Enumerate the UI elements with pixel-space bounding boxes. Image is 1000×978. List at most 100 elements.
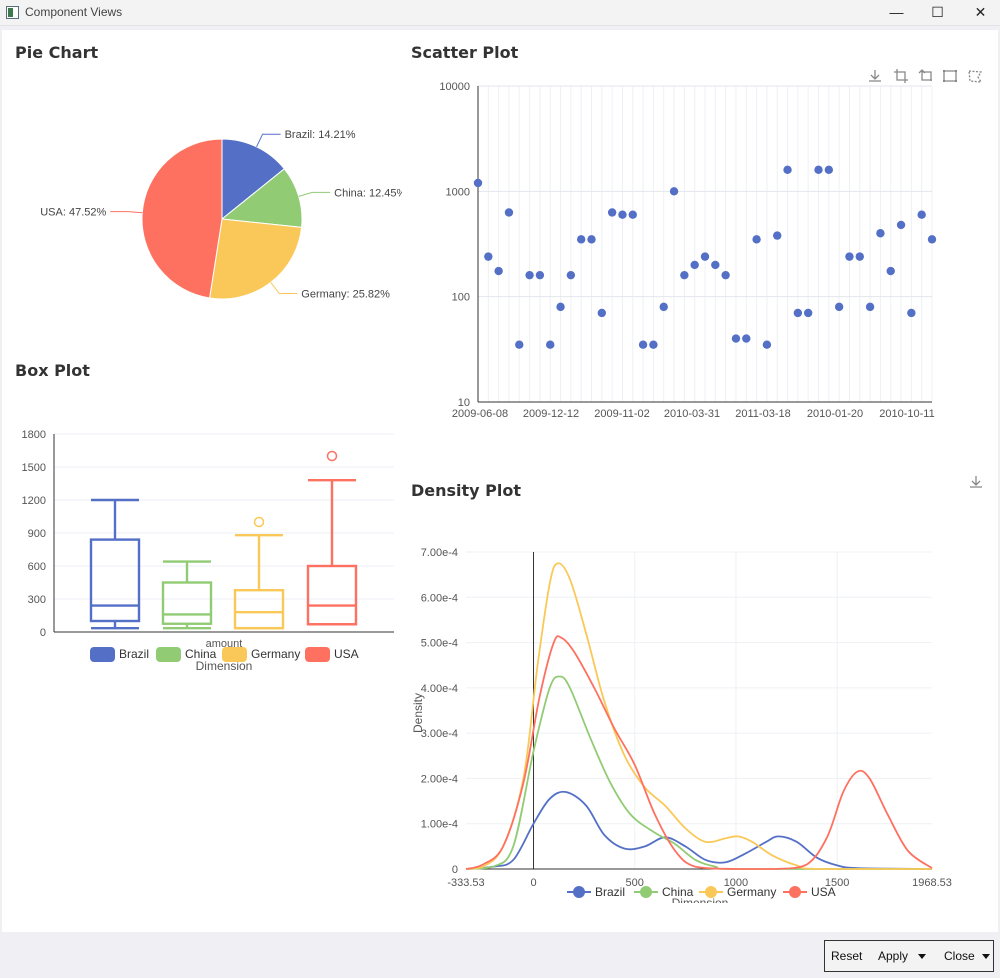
density-legend-item[interactable]: Brazil bbox=[595, 885, 626, 899]
density-line-usa bbox=[465, 635, 933, 870]
scatter-point bbox=[876, 229, 885, 238]
box-legend-item[interactable]: China bbox=[185, 647, 217, 661]
scatter-point bbox=[834, 302, 844, 312]
box-legend-item[interactable]: Germany bbox=[251, 647, 301, 661]
window-title: Component Views bbox=[25, 5, 123, 19]
box-legend-item[interactable]: Brazil bbox=[119, 647, 150, 661]
scatter-point bbox=[546, 340, 555, 349]
box-plot-title: Box Plot bbox=[15, 361, 90, 380]
footer-bar: Reset Apply Close bbox=[0, 933, 1000, 978]
scatter-point bbox=[700, 252, 710, 261]
density-download-icon[interactable] bbox=[968, 474, 984, 490]
scatter-point bbox=[566, 270, 576, 280]
pie-slice-china bbox=[220, 168, 303, 228]
box-legend-swatch bbox=[90, 647, 115, 662]
close-dropdown-icon[interactable] bbox=[982, 954, 990, 959]
box-y-tick: 1200 bbox=[22, 495, 46, 507]
box-legend-swatch bbox=[305, 647, 330, 662]
scatter-y-tick: 1000 bbox=[446, 186, 470, 198]
pie-label-line bbox=[256, 133, 281, 148]
box-legend-item[interactable]: USA bbox=[334, 647, 359, 661]
scatter-x-tick: 2009-06-08 bbox=[452, 408, 508, 420]
box-china bbox=[161, 581, 213, 625]
box-y-tick: 1500 bbox=[22, 462, 46, 474]
scatter-point bbox=[783, 165, 792, 175]
box-y-tick: 1800 bbox=[22, 429, 46, 441]
close-button[interactable]: Close bbox=[944, 949, 975, 963]
main-content: Pie Chart Brazil: 14.21% China: 12.45% Ger… bbox=[2, 30, 998, 932]
pie-label: China: 12.45% bbox=[334, 187, 402, 199]
density-x-axis-label: Dimension bbox=[672, 896, 729, 903]
box-y-tick: 300 bbox=[28, 594, 46, 606]
scatter-point bbox=[927, 235, 937, 244]
lasso-icon[interactable] bbox=[967, 68, 983, 84]
density-legend-item[interactable]: Germany bbox=[727, 885, 777, 899]
app-icon bbox=[6, 6, 19, 19]
scatter-point bbox=[855, 252, 864, 261]
box-outlier bbox=[326, 450, 338, 462]
scatter-point bbox=[494, 266, 503, 276]
title-bar: Component Views — ☐ ✕ bbox=[0, 0, 1000, 26]
apply-button[interactable]: Apply bbox=[878, 949, 909, 963]
density-legend-swatch bbox=[567, 886, 591, 898]
rect-select-icon[interactable] bbox=[942, 68, 958, 84]
scatter-y-tick: 10 bbox=[458, 397, 470, 409]
scatter-point bbox=[690, 260, 699, 270]
scatter-point bbox=[504, 208, 514, 217]
box-legend-swatch bbox=[156, 647, 181, 662]
scatter-plot-title: Scatter Plot bbox=[411, 43, 519, 62]
density-x-tick: 500 bbox=[626, 877, 644, 889]
density-y-tick: 1.00e-4 bbox=[421, 819, 458, 831]
scatter-point bbox=[649, 340, 658, 349]
pie-chart-title: Pie Chart bbox=[15, 43, 99, 62]
density-y-tick: 3.00e-4 bbox=[421, 728, 458, 740]
maximize-button[interactable]: ☐ bbox=[931, 4, 944, 20]
box-usa bbox=[306, 564, 358, 626]
density-line-germany bbox=[465, 562, 932, 870]
density-x-tick: 1000 bbox=[724, 877, 748, 889]
scatter-point bbox=[587, 235, 596, 244]
scatter-point bbox=[731, 334, 741, 343]
minimize-button[interactable]: — bbox=[889, 4, 904, 20]
scatter-x-tick: 2010-03-31 bbox=[664, 408, 720, 420]
scatter-point bbox=[917, 210, 926, 219]
scatter-point bbox=[680, 270, 689, 280]
scatter-point bbox=[484, 252, 493, 261]
density-y-tick: 0 bbox=[452, 864, 458, 876]
pie-label-line bbox=[110, 211, 143, 214]
box-germany bbox=[233, 588, 285, 630]
pie-slice-usa bbox=[141, 138, 223, 299]
density-x-tick: -333.53 bbox=[447, 877, 484, 889]
close-window-button[interactable]: ✕ bbox=[974, 4, 987, 20]
density-legend-item[interactable]: China bbox=[662, 885, 694, 899]
density-y-tick: 4.00e-4 bbox=[421, 683, 458, 695]
density-line-china bbox=[465, 675, 932, 870]
density-legend-swatch bbox=[699, 886, 723, 898]
download-icon[interactable] bbox=[867, 68, 883, 84]
density-x-tick: 1968.53 bbox=[912, 877, 952, 889]
density-y-tick: 7.00e-4 bbox=[421, 547, 458, 559]
scatter-point bbox=[473, 178, 483, 188]
scatter-point bbox=[618, 210, 627, 219]
scatter-point bbox=[773, 231, 782, 240]
density-legend-swatch bbox=[634, 886, 658, 898]
density-line-brazil bbox=[465, 790, 933, 870]
density-y-tick: 5.00e-4 bbox=[421, 638, 458, 650]
scatter-point bbox=[814, 165, 823, 175]
box-y-tick: 0 bbox=[40, 627, 46, 639]
apply-dropdown-icon[interactable] bbox=[918, 954, 926, 959]
scatter-point bbox=[628, 210, 637, 219]
pie-slice-germany bbox=[209, 218, 303, 300]
density-legend-item[interactable]: USA bbox=[811, 885, 836, 899]
scatter-point bbox=[669, 187, 679, 196]
crop-icon[interactable] bbox=[893, 68, 909, 84]
scatter-point bbox=[535, 270, 545, 280]
scatter-point bbox=[607, 208, 617, 217]
reset-button[interactable]: Reset bbox=[831, 949, 863, 963]
scatter-point bbox=[896, 220, 906, 230]
scatter-point bbox=[576, 235, 586, 244]
rotate-crop-icon[interactable] bbox=[918, 68, 934, 84]
pie-label-line bbox=[298, 191, 331, 197]
